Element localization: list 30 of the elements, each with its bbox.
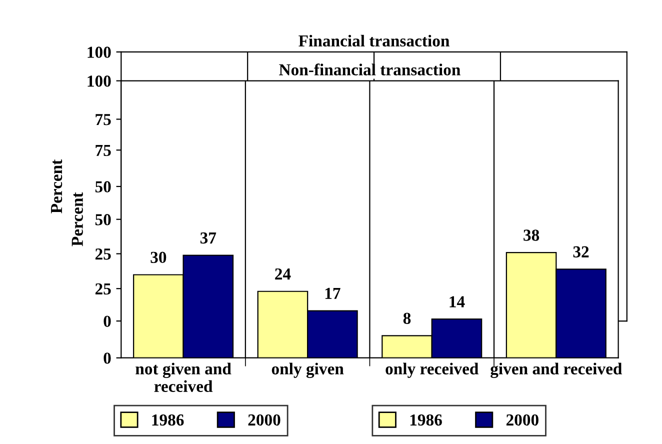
legend-label: 2000 bbox=[506, 414, 538, 426]
y-tick-label: 100 bbox=[88, 76, 111, 87]
y-tick-label: 75 bbox=[96, 144, 111, 156]
y-tick-label: 50 bbox=[95, 214, 111, 226]
data-label: 30 bbox=[150, 252, 166, 264]
y-tick-label: 0 bbox=[104, 352, 111, 364]
x-tick-label: not given and received bbox=[136, 362, 232, 392]
data-label: 38 bbox=[524, 230, 540, 241]
x-tick-label: only given bbox=[272, 362, 344, 378]
legend-label: 1986 bbox=[410, 414, 442, 426]
y-tick-label: 50 bbox=[95, 181, 111, 192]
data-label: 17 bbox=[325, 288, 340, 299]
legend-label: 1986 bbox=[152, 414, 184, 426]
y-tick-label: 75 bbox=[96, 114, 111, 126]
x-tick-label: only received bbox=[386, 362, 479, 378]
y-tick-label: 100 bbox=[88, 46, 111, 58]
data-label: 37 bbox=[200, 232, 216, 244]
data-label: 24 bbox=[275, 268, 291, 280]
data-label: 32 bbox=[573, 246, 589, 258]
data-label: 8 bbox=[403, 312, 411, 324]
y-axis-title: Percent bbox=[72, 192, 83, 246]
data-label: 14 bbox=[450, 296, 465, 308]
chart-title: Non-financial transaction bbox=[279, 64, 460, 76]
legend-label: 2000 bbox=[248, 414, 280, 426]
y-axis-title: Percent bbox=[51, 159, 62, 214]
y-tick-label: 25 bbox=[95, 283, 111, 295]
chart-title: Financial transaction bbox=[298, 34, 450, 47]
x-tick-label: given and received bbox=[490, 362, 622, 378]
y-tick-label: 25 bbox=[95, 248, 111, 260]
y-tick-label: 0 bbox=[104, 316, 111, 327]
